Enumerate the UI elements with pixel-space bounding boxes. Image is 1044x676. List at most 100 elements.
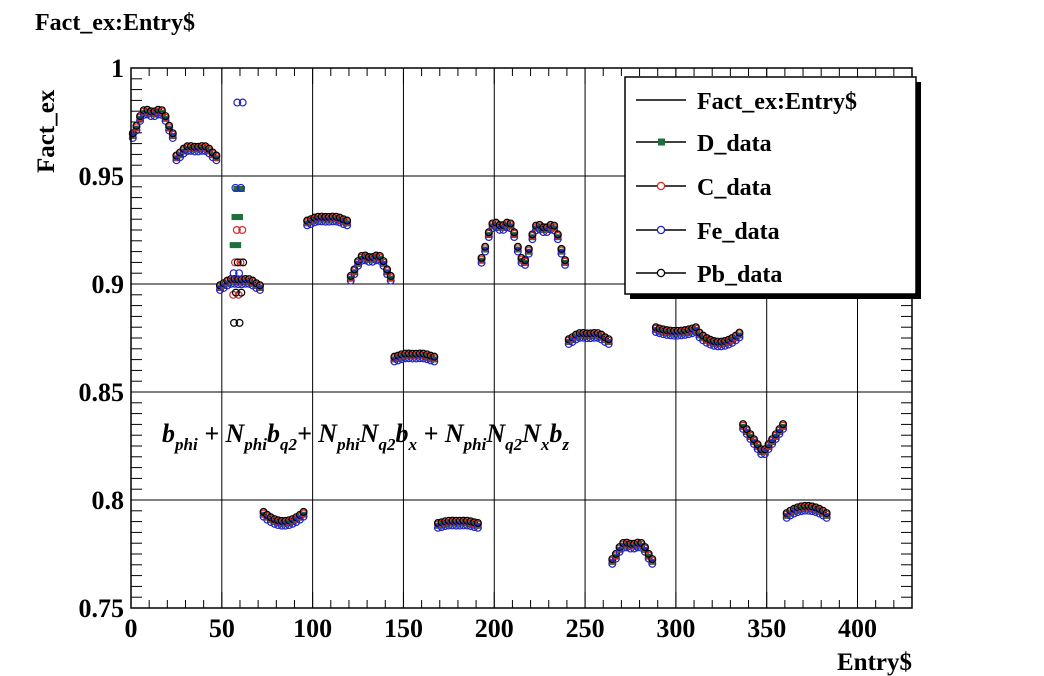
point-Pb xyxy=(237,288,246,297)
point-Fe xyxy=(477,258,486,267)
point-Fe xyxy=(561,260,570,269)
point-Fe xyxy=(132,126,141,135)
legend-marker-C xyxy=(656,181,666,191)
point-Pb xyxy=(231,288,240,297)
point-D xyxy=(231,214,238,221)
point-Fe xyxy=(354,261,363,270)
legend-marker-D xyxy=(658,138,665,146)
point-D xyxy=(238,185,245,192)
point-Pb xyxy=(691,323,700,332)
chart-title: Fact_ex:Entry$ xyxy=(35,10,195,36)
point-Pb xyxy=(481,242,490,251)
point-Fe xyxy=(235,269,244,278)
point-Pb xyxy=(239,258,248,267)
point-Pb xyxy=(561,256,570,265)
legend-label: Fact_ex:Entry$ xyxy=(697,89,857,115)
point-D xyxy=(236,214,243,221)
point-Pb xyxy=(168,129,177,138)
point-Fe xyxy=(513,247,522,256)
point-Pb xyxy=(550,221,559,230)
point-Pb xyxy=(557,244,566,253)
point-Pb xyxy=(524,244,533,253)
point-Pb xyxy=(343,216,352,225)
formula-annotation: bphi​ + Nphi​bq2​+ Nphi​Nq2​bx​ + Nphi​N… xyxy=(162,419,569,454)
point-Fe xyxy=(236,183,245,192)
y-tick-label: 0.8 xyxy=(92,486,125,515)
point-Pb xyxy=(430,352,439,361)
point-Fe xyxy=(430,357,439,366)
point-Pb xyxy=(644,549,653,558)
point-Pb xyxy=(383,265,392,274)
legend: Fact_ex:Entry$ D_data C_data Fe_data Pb_data xyxy=(624,76,921,299)
y-tick-label: 1 xyxy=(111,54,124,83)
legend-label: Fe_data xyxy=(697,219,780,245)
point-Fe xyxy=(473,523,482,532)
point-C xyxy=(238,226,247,235)
point-Pb xyxy=(510,228,519,237)
point-Fe xyxy=(608,559,617,568)
x-tick-label: 300 xyxy=(656,614,695,643)
point-Pb xyxy=(165,121,174,130)
point-Pb xyxy=(235,318,244,327)
point-Pb xyxy=(513,242,522,251)
point-Pb xyxy=(379,257,388,266)
point-Fe xyxy=(735,333,744,342)
data-points xyxy=(128,98,831,568)
point-Pb xyxy=(157,106,166,115)
point-Fe xyxy=(255,285,264,294)
point-Fe xyxy=(510,232,519,241)
point-Pb xyxy=(779,420,788,429)
point-Fe xyxy=(648,559,657,568)
legend-label: C_data xyxy=(697,175,772,201)
point-D xyxy=(229,242,236,249)
point-Pb xyxy=(233,258,242,267)
point-Pb xyxy=(230,318,239,327)
point-Fe xyxy=(557,249,566,258)
x-tick-label: 200 xyxy=(475,614,514,643)
point-Fe xyxy=(521,260,530,269)
point-Fe xyxy=(528,235,537,244)
point-Pb xyxy=(641,543,650,552)
legend-marker-Fe xyxy=(656,225,666,235)
y-axis-label: Fact_ex xyxy=(33,89,60,173)
point-Pb xyxy=(386,271,395,280)
point-Pb xyxy=(521,256,530,265)
point-Pb xyxy=(299,507,308,516)
x-tick-label: 50 xyxy=(209,614,235,643)
point-Fe xyxy=(212,156,221,165)
x-tick-label: 400 xyxy=(838,614,877,643)
point-Fe xyxy=(611,554,620,563)
point-Fe xyxy=(346,276,355,285)
plot-frame xyxy=(130,67,913,609)
x-axis-label: Entry$ xyxy=(837,649,912,676)
point-Pb xyxy=(735,328,744,337)
point-Pb xyxy=(477,253,486,262)
point-Fe xyxy=(168,133,177,142)
x-tick-label: 100 xyxy=(293,614,332,643)
point-D xyxy=(233,185,240,192)
point-Pb xyxy=(506,219,515,228)
point-Fe xyxy=(822,513,831,522)
point-Fe xyxy=(233,98,242,107)
point-C xyxy=(236,258,245,267)
point-Pb xyxy=(648,555,657,564)
x-tick-label: 0 xyxy=(125,614,138,643)
point-Fe xyxy=(386,276,395,285)
tick-labels: 0 50 100 150 200 250 300 350 400 0.75 0.8 0.85 0.9 0.… xyxy=(79,54,878,643)
point-Fe xyxy=(524,249,533,258)
x-tick-label: 350 xyxy=(747,614,786,643)
point-Pb xyxy=(161,112,170,121)
legend-label: D_data xyxy=(697,131,772,157)
point-Fe xyxy=(238,98,247,107)
point-Fe xyxy=(779,424,788,433)
point-C xyxy=(230,258,239,267)
point-Fe xyxy=(481,247,490,256)
legend-marker-Pb xyxy=(656,268,666,278)
point-Fe xyxy=(229,269,238,278)
point-Fe xyxy=(350,270,359,279)
y-tick-label: 0.85 xyxy=(79,378,125,407)
point-Fe xyxy=(299,512,308,521)
point-Pb xyxy=(212,151,221,160)
y-tick-label: 0.75 xyxy=(79,594,125,623)
